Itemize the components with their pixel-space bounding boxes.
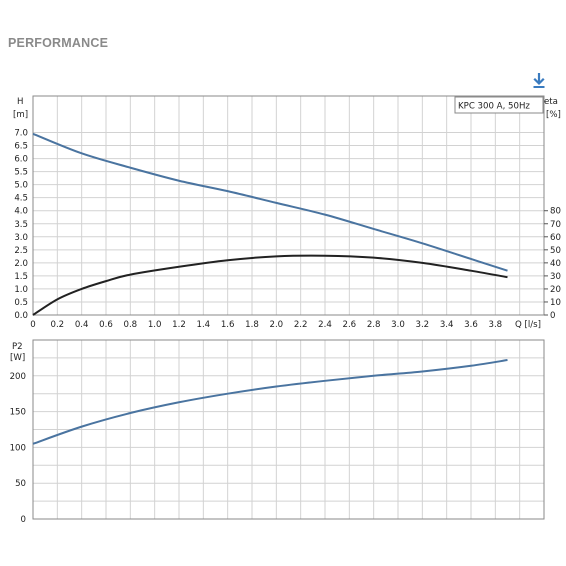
x-tick-label: 1.0 (148, 320, 162, 330)
x-tick-label: 3.0 (391, 320, 405, 330)
x-tick-label: 3.2 (415, 320, 429, 330)
h-tick-label: 2.0 (14, 259, 28, 269)
x-tick-label: 3.8 (488, 320, 502, 330)
h-tick-label: 2.5 (14, 246, 28, 256)
x-tick-label: 1.4 (196, 320, 210, 330)
x-tick-label: 1.8 (245, 320, 259, 330)
x-tick-label: 2.4 (318, 320, 332, 330)
h-tick-label: 3.5 (14, 220, 28, 230)
q-axis-label: Q [l/s] (515, 320, 541, 330)
h-tick-label: 7.0 (14, 129, 28, 139)
top-x-tick-labels: 0 0.2 0.4 0.6 0.8 1.0 1.2 1.4 1.6 1.8 2.0 2.2 2.4 2.6… (30, 320, 502, 330)
p2-tick-label: 100 (10, 443, 26, 453)
eta-tick-label: 40 (550, 259, 561, 269)
x-tick-label: 3.6 (464, 320, 478, 330)
legend-box (454, 96, 544, 114)
top-eta-tick-labels: 0 10 20 30 40 50 60 70 80 (544, 207, 561, 321)
eta-tick-label: 80 (550, 207, 561, 217)
p2-axis-unit: [W] (10, 353, 25, 363)
legend-label: KPC 300 A, 50Hz (458, 102, 530, 112)
x-tick-label: 0.8 (123, 320, 137, 330)
head-curve (32, 132, 508, 272)
eta-curve (32, 254, 508, 316)
h-tick-label: 5.0 (14, 181, 28, 191)
top-y-tick-labels: 0.0 0.5 1.0 1.5 2.0 2.5 3.0 3.5 4.0 4.5 5.0 5.5 6.0 6… (14, 129, 28, 322)
top-chart-grid (32, 96, 544, 316)
eta-tick-label: 60 (550, 233, 561, 243)
p2-axis-label: P2 (12, 342, 23, 352)
bottom-chart-series (32, 359, 508, 445)
x-tick-label: 0.4 (75, 320, 89, 330)
h-tick-label: 1.5 (14, 272, 28, 282)
h-axis-unit: [m] (13, 110, 28, 120)
p2-tick-label: 0 (21, 515, 26, 525)
p2-tick-label: 50 (15, 479, 26, 489)
x-tick-label: 2.6 (342, 320, 356, 330)
bottom-chart: 0 50 100 150 200 P2 [W] (10, 339, 545, 525)
eta-axis-label: eta (544, 97, 558, 107)
eta-tick-label: 20 (550, 285, 561, 295)
h-tick-label: 4.5 (14, 194, 28, 204)
eta-tick-label: 0 (550, 311, 555, 321)
eta-tick-label: 50 (550, 246, 561, 256)
top-chart: 0 0.2 0.4 0.6 0.8 1.0 1.2 1.4 1.6 1.8 2.0 2.2 2.4 2.6… (13, 95, 561, 330)
bottom-y-tick-labels: 0 50 100 150 200 (10, 372, 26, 525)
h-tick-label: 6.0 (14, 155, 28, 165)
p2-tick-label: 200 (10, 372, 26, 382)
bottom-chart-grid (32, 340, 544, 520)
h-tick-label: 6.5 (14, 142, 28, 152)
h-axis-label: H (17, 97, 23, 107)
eta-tick-label: 30 (550, 272, 561, 282)
h-tick-label: 0.5 (14, 298, 28, 308)
bottom-chart-frame (32, 339, 545, 520)
h-tick-label: 1.0 (14, 285, 28, 295)
top-chart-series (32, 132, 508, 316)
h-tick-label: 4.0 (14, 207, 28, 217)
eta-tick-label: 10 (550, 298, 561, 308)
p2-tick-label: 150 (10, 408, 26, 418)
power-curve (32, 359, 508, 445)
eta-axis-unit: [%] (546, 110, 561, 120)
x-tick-label: 2.8 (367, 320, 381, 330)
h-tick-label: 3.0 (14, 233, 28, 243)
page-title: PERFORMANCE (8, 36, 109, 50)
top-chart-frame (32, 95, 545, 316)
h-tick-label: 0.0 (14, 311, 28, 321)
x-tick-label: 0 (30, 320, 35, 330)
download-icon[interactable] (532, 73, 546, 89)
eta-tick-label: 70 (550, 220, 561, 230)
x-tick-label: 1.2 (172, 320, 186, 330)
x-tick-label: 2.0 (269, 320, 283, 330)
x-tick-label: 2.2 (294, 320, 308, 330)
x-tick-label: 3.4 (440, 320, 454, 330)
x-tick-label: 0.2 (50, 320, 64, 330)
h-tick-label: 5.5 (14, 168, 28, 178)
x-tick-label: 1.6 (221, 320, 235, 330)
x-tick-label: 0.6 (99, 320, 113, 330)
